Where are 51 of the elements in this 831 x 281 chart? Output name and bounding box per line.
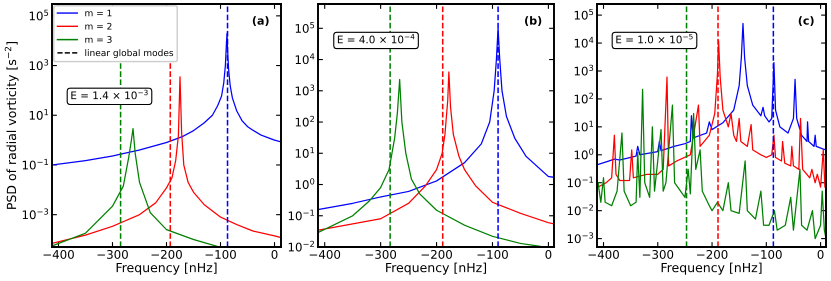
legend-label: m = 1 [85, 10, 112, 16]
y-tick-label: 10$^{3}$ [30, 59, 48, 70]
x-tick-label: −300 [642, 250, 674, 259]
y-tick-label: 10$^{5}$ [30, 10, 48, 20]
x-tick-label: 0 [545, 250, 552, 259]
x-tick-label: −400 [44, 250, 74, 259]
y-tick-label: 10$^{4}$ [296, 53, 314, 64]
y-tick-label: 10$^{1}$ [574, 120, 594, 132]
y-tick-label: 10$^{5}$ [574, 8, 594, 20]
y-tick-label: 10$^{−3}$ [22, 208, 48, 220]
y-tick-label: 10$^{−1}$ [568, 176, 594, 188]
y-tick-label: 10$^{1}$ [296, 147, 314, 158]
annotation: E = 1.4 × 10$^{−3}$ [71, 90, 148, 100]
x-axis-title: Frequency [nHz] [662, 262, 762, 275]
x-tick-label: 0 [818, 250, 824, 259]
x-tick-label: −400 [310, 250, 340, 259]
y-tick-label: 10$^{4}$ [574, 36, 594, 48]
x-axis-title: Frequency [nHz] [116, 262, 217, 275]
annotation: (c) [798, 16, 814, 26]
x-axis-title: Frequency [nHz] [386, 262, 486, 275]
y-tick-label: 10$^{3}$ [296, 84, 314, 96]
x-tick-label: 0 [272, 250, 278, 259]
x-tick-label: −400 [588, 250, 619, 259]
x-tick-label: −100 [206, 250, 236, 259]
x-tick-label: −100 [751, 250, 782, 259]
y-tick-label: 10$^{2}$ [574, 92, 594, 104]
y-tick-label: 10$^{0}$ [574, 148, 594, 160]
x-tick-label: −300 [366, 250, 396, 259]
annotation: (b) [525, 16, 542, 26]
y-tick-label: 10$^{0}$ [296, 178, 314, 190]
y-tick-label: 10$^{−2}$ [288, 240, 314, 252]
y-tick-label: 10$^{1}$ [30, 109, 48, 120]
y-tick-label: 10$^{−2}$ [568, 204, 593, 216]
legend-label: linear global modes [85, 49, 174, 58]
y-tick-label: 10$^{3}$ [574, 64, 594, 76]
y-tick-label: 10$^{−3}$ [568, 232, 594, 244]
annotation: E = 4.0 × 10$^{−4}$ [338, 34, 414, 44]
y-tick-label: 10$^{5}$ [296, 22, 314, 33]
legend-label: m = 3 [85, 36, 112, 43]
y-axis-title: PSD of radial vorticity [s$^{−2}$] [4, 42, 19, 209]
x-tick-label: −100 [478, 250, 508, 259]
legend-label: m = 2 [85, 22, 112, 30]
x-tick-label: −300 [98, 250, 128, 259]
y-tick-label: 10$^{2}$ [296, 116, 314, 127]
y-tick-label: 10$^{−1}$ [22, 158, 48, 170]
x-tick-label: −200 [697, 250, 728, 259]
x-tick-label: −200 [152, 250, 182, 259]
x-tick-label: −200 [422, 250, 452, 259]
y-tick-label: 10$^{−1}$ [288, 210, 314, 220]
annotation: E = 1.0 × 10$^{−5}$ [616, 34, 693, 44]
annotation: (a) [252, 16, 269, 26]
